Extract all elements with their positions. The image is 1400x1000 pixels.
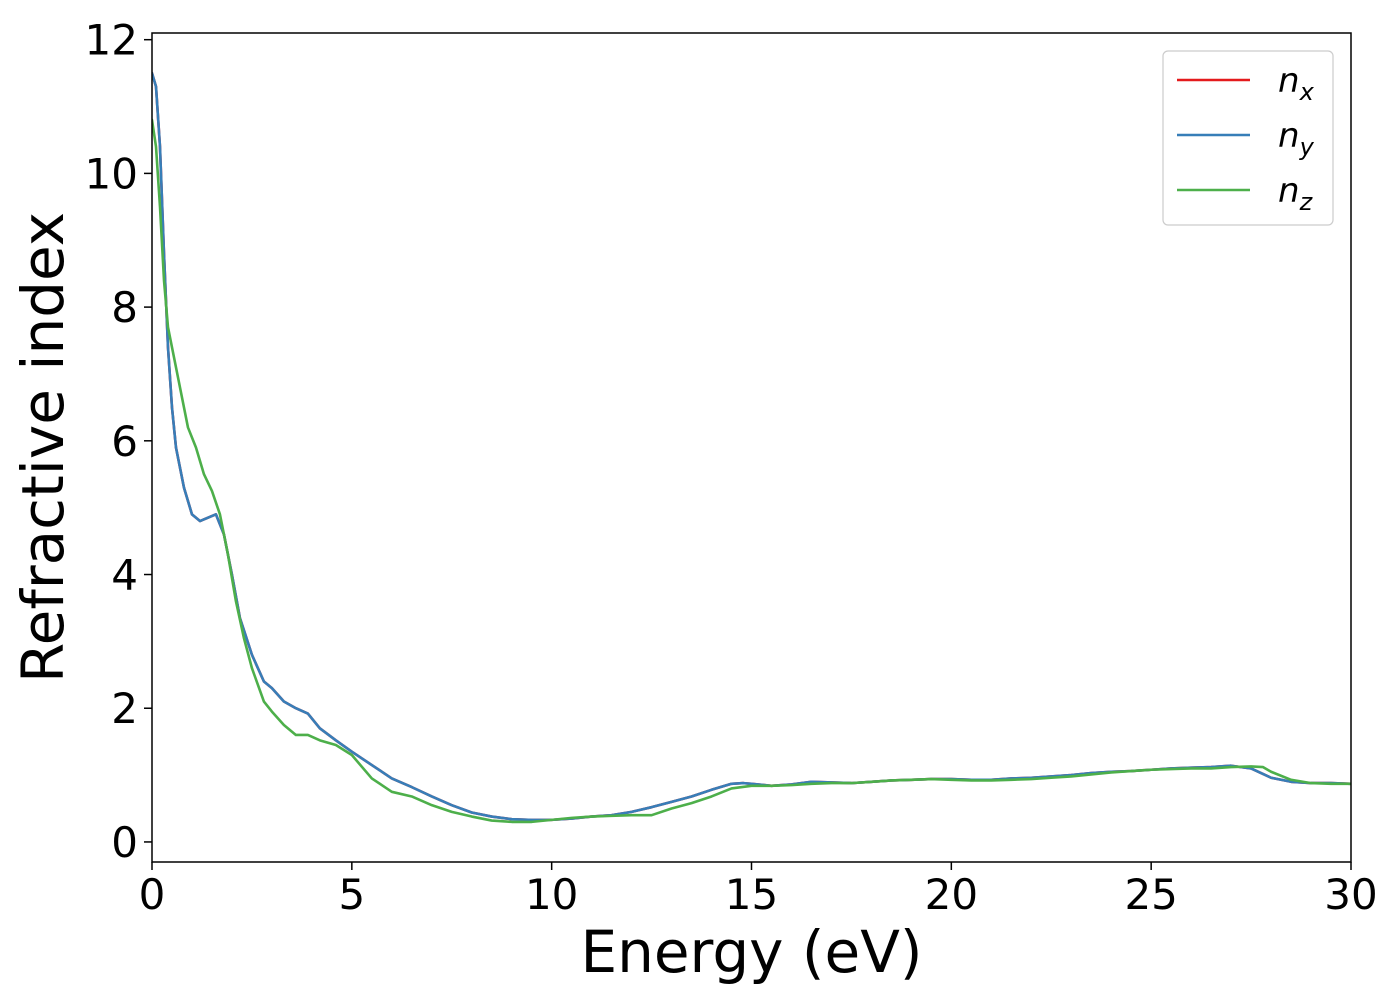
legend-label-z: nz bbox=[1278, 171, 1314, 216]
y-tick-label: 0 bbox=[111, 818, 138, 867]
legend-label-x: nx bbox=[1278, 61, 1315, 106]
x-axis: 0 5 10 15 20 25 30 bbox=[139, 862, 1378, 919]
series-line-z bbox=[152, 118, 1351, 824]
x-tick-label: 30 bbox=[1324, 870, 1377, 919]
x-tick-label: 25 bbox=[1124, 870, 1177, 919]
y-tick-label: 2 bbox=[111, 684, 138, 733]
series-layer bbox=[152, 71, 1351, 824]
x-axis-title: Energy (eV) bbox=[580, 918, 922, 986]
x-tick-label: 5 bbox=[338, 870, 365, 919]
y-tick-label: 8 bbox=[111, 283, 138, 332]
y-tick-label: 6 bbox=[111, 417, 138, 466]
x-tick-label: 20 bbox=[925, 870, 978, 919]
y-tick-label: 12 bbox=[85, 16, 138, 65]
y-tick-label: 10 bbox=[85, 149, 138, 198]
legend-box bbox=[1162, 50, 1334, 226]
legend: nx ny nz bbox=[1162, 50, 1334, 226]
x-tick-label: 10 bbox=[525, 870, 578, 919]
x-tick-label: 0 bbox=[139, 870, 166, 919]
y-axis: 0 2 4 6 8 10 12 bbox=[85, 16, 152, 867]
x-tick-label: 15 bbox=[725, 870, 778, 919]
y-axis-title: Refractive index bbox=[9, 212, 77, 683]
y-tick-label: 4 bbox=[111, 551, 138, 600]
legend-label-y: ny bbox=[1278, 116, 1315, 161]
